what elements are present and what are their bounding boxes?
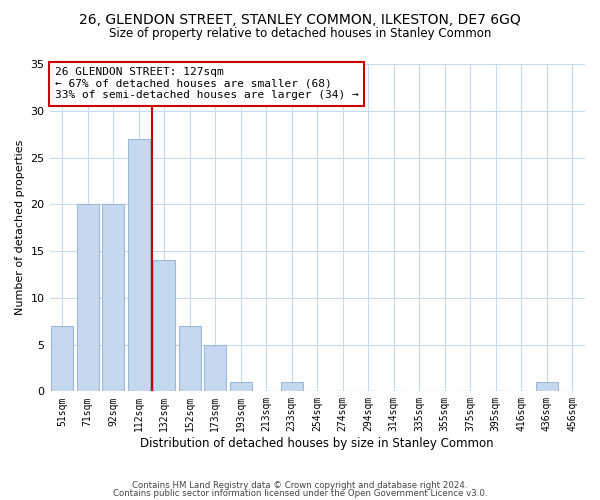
Y-axis label: Number of detached properties: Number of detached properties — [15, 140, 25, 316]
Text: 26 GLENDON STREET: 127sqm
← 67% of detached houses are smaller (68)
33% of semi-: 26 GLENDON STREET: 127sqm ← 67% of detac… — [55, 68, 359, 100]
Bar — [230, 382, 251, 392]
Text: Contains HM Land Registry data © Crown copyright and database right 2024.: Contains HM Land Registry data © Crown c… — [132, 481, 468, 490]
Text: 26, GLENDON STREET, STANLEY COMMON, ILKESTON, DE7 6GQ: 26, GLENDON STREET, STANLEY COMMON, ILKE… — [79, 12, 521, 26]
Bar — [281, 382, 302, 392]
Text: Size of property relative to detached houses in Stanley Common: Size of property relative to detached ho… — [109, 28, 491, 40]
Text: Contains public sector information licensed under the Open Government Licence v3: Contains public sector information licen… — [113, 488, 487, 498]
Bar — [179, 326, 200, 392]
Bar — [77, 204, 98, 392]
Bar — [205, 344, 226, 392]
Bar — [52, 326, 73, 392]
Bar — [103, 204, 124, 392]
Bar — [154, 260, 175, 392]
X-axis label: Distribution of detached houses by size in Stanley Common: Distribution of detached houses by size … — [140, 437, 494, 450]
Bar — [128, 139, 149, 392]
Bar — [536, 382, 557, 392]
